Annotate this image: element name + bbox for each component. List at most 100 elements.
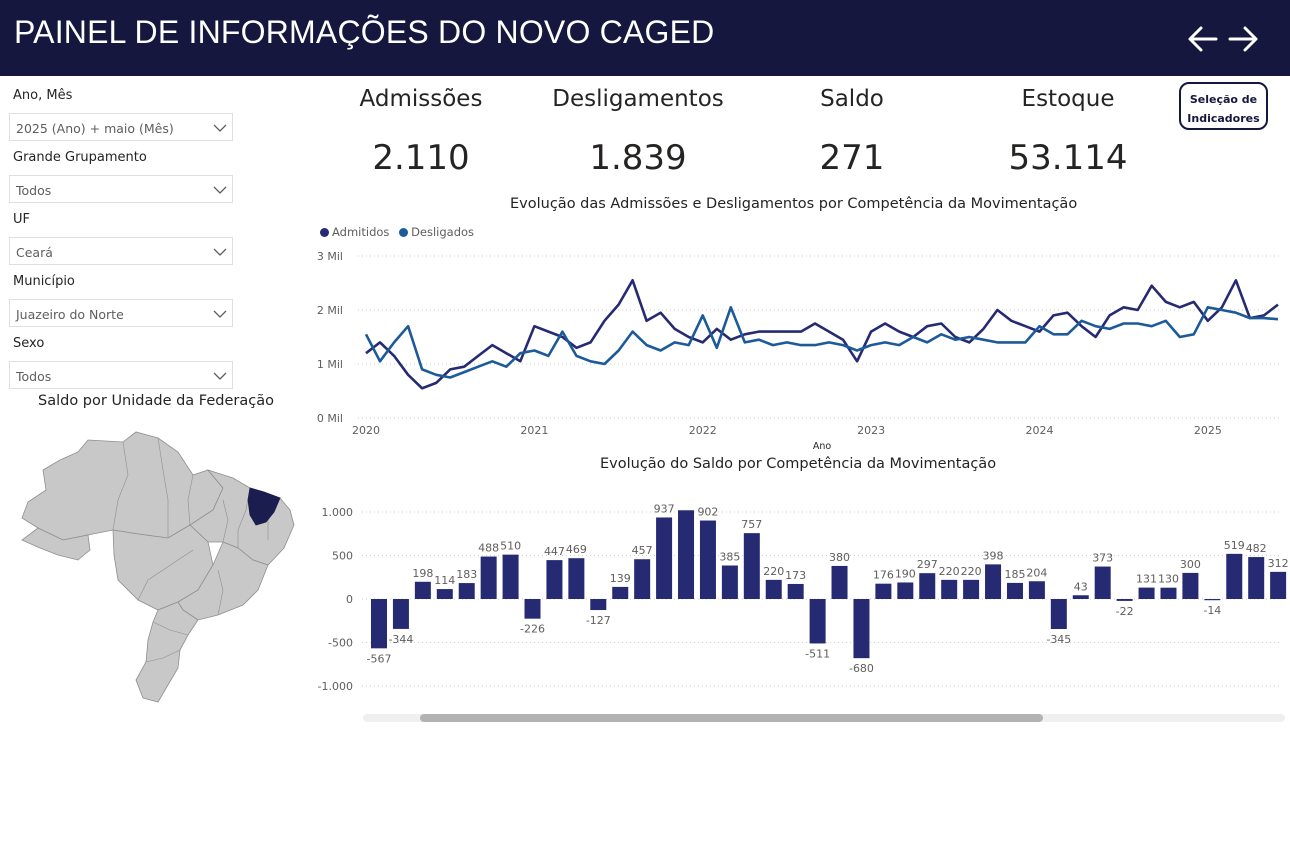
line-chart[interactable]: 0 Mil 1 Mil 2 Mil 3 Mil 2020 2021 2022 2023 2024… [300, 240, 1290, 455]
y-tick-label: 2 Mil [317, 304, 343, 317]
brazil-map[interactable] [18, 430, 298, 710]
bar-data-label: 204 [1026, 566, 1047, 579]
bar [1204, 599, 1221, 601]
filter-label-ano-mes: Ano, Mês [13, 88, 73, 103]
chevron-down-icon [212, 368, 228, 382]
bar-data-label: 173 [785, 569, 806, 582]
x-tick-label: 2021 [520, 424, 548, 437]
bar-chart-scrollbar[interactable] [363, 714, 1285, 722]
bar [678, 510, 695, 599]
selecao-indicadores-button[interactable]: Seleção de Indicadores [1179, 82, 1268, 130]
bar [1182, 572, 1199, 599]
filter-label-sexo: Sexo [13, 336, 45, 351]
bar [1006, 582, 1023, 599]
bar [919, 573, 936, 599]
bar [721, 565, 738, 599]
filter-municipio-dropdown[interactable]: Juazeiro do Norte [9, 299, 233, 327]
series-line-desligados [364, 306, 1279, 379]
bar-data-label: 482 [1246, 542, 1267, 555]
bar [1138, 587, 1155, 599]
filter-label-uf: UF [13, 212, 30, 227]
bar-data-label: 519 [1224, 539, 1245, 552]
legend-label-admitidos: Admitidos [332, 225, 390, 239]
bar-data-label: 488 [478, 542, 499, 555]
filter-label-municipio: Município [13, 274, 75, 289]
series-line-admitidos [365, 278, 1279, 390]
scrollbar-thumb[interactable] [420, 714, 1043, 722]
bar-data-label: 757 [741, 518, 762, 531]
kpi-label-estoque: Estoque [1021, 86, 1115, 112]
bar-data-label: 220 [961, 565, 982, 578]
kpi-label-desligamentos: Desligamentos [552, 86, 724, 112]
bar [1028, 581, 1045, 599]
bar [743, 533, 760, 599]
bar-data-label: 131 [1136, 573, 1157, 586]
bar [546, 560, 563, 599]
legend-item-desligados[interactable]: Desligados [399, 225, 474, 239]
bar-data-label: 385 [719, 551, 740, 564]
bar-data-label: 510 [500, 540, 521, 553]
filter-value: Juazeiro do Norte [16, 307, 124, 322]
y-tick-label: 500 [332, 550, 353, 563]
bar [1248, 557, 1265, 599]
map-title: Saldo por Unidade da Federação [38, 393, 274, 409]
bar-data-label: 902 [697, 506, 718, 519]
bar-data-label: 447 [544, 545, 565, 558]
bar-data-label: -344 [388, 633, 413, 646]
legend-item-admitidos[interactable]: Admitidos [320, 225, 389, 239]
arrow-left-icon[interactable] [1186, 22, 1220, 56]
bar [787, 583, 804, 599]
legend-dot-icon [320, 228, 329, 237]
bar-data-label: 373 [1092, 552, 1113, 565]
bar-data-label: 190 [895, 567, 916, 580]
bar [765, 579, 782, 599]
bar-data-label: -22 [1116, 605, 1134, 618]
selecao-indicadores-label-line2: Indicadores [1187, 112, 1260, 125]
x-tick-label: 2020 [352, 424, 380, 437]
bar-data-label: 937 [654, 502, 675, 515]
filter-value: Todos [16, 369, 52, 384]
filter-grande-grupamento-dropdown[interactable]: Todos [9, 175, 233, 203]
map-region-south [135, 601, 199, 703]
bar [809, 599, 826, 644]
bar [1116, 599, 1133, 601]
bar [875, 583, 892, 599]
bar [634, 559, 651, 599]
bar-data-label: 185 [1004, 568, 1025, 581]
bar-data-label: 183 [456, 568, 477, 581]
arrow-right-icon[interactable] [1226, 22, 1260, 56]
kpi-label-saldo: Saldo [820, 86, 884, 112]
bar-data-label: 220 [939, 565, 960, 578]
filter-value: 2025 (Ano) + maio (Mês) [16, 121, 174, 136]
filter-value: Ceará [16, 245, 53, 260]
kpi-value-saldo: 271 [819, 138, 885, 178]
bar [612, 586, 629, 599]
bar [590, 599, 607, 611]
y-tick-label: 1 Mil [317, 358, 343, 371]
chevron-down-icon [212, 244, 228, 258]
bar [699, 520, 716, 599]
filter-ano-mes-dropdown[interactable]: 2025 (Ano) + maio (Mês) [9, 113, 233, 141]
bar-data-label: 198 [412, 567, 433, 580]
bar-data-label: -14 [1203, 604, 1221, 617]
bar [1160, 587, 1177, 599]
bar [831, 565, 848, 599]
filter-uf-dropdown[interactable]: Ceará [9, 237, 233, 265]
header-bar: PAINEL DE INFORMAÇÕES DO NOVO CAGED [0, 0, 1290, 76]
bar [1094, 566, 1111, 599]
bar [568, 558, 585, 599]
y-tick-label: 1.000 [322, 506, 354, 519]
kpi-label-admissoes: Admissões [359, 86, 483, 112]
x-tick-label: 2022 [689, 424, 717, 437]
bar [502, 554, 519, 599]
filter-sexo-dropdown[interactable]: Todos [9, 361, 233, 389]
bar [853, 599, 870, 659]
bar-data-label: -345 [1046, 633, 1071, 646]
page-title: PAINEL DE INFORMAÇÕES DO NOVO CAGED [14, 14, 715, 50]
x-tick-label: 2025 [1194, 424, 1222, 437]
chevron-down-icon [212, 182, 228, 196]
x-tick-label: 2023 [857, 424, 885, 437]
y-tick-label: -1.000 [318, 680, 353, 693]
bar-data-label: 176 [873, 569, 894, 582]
